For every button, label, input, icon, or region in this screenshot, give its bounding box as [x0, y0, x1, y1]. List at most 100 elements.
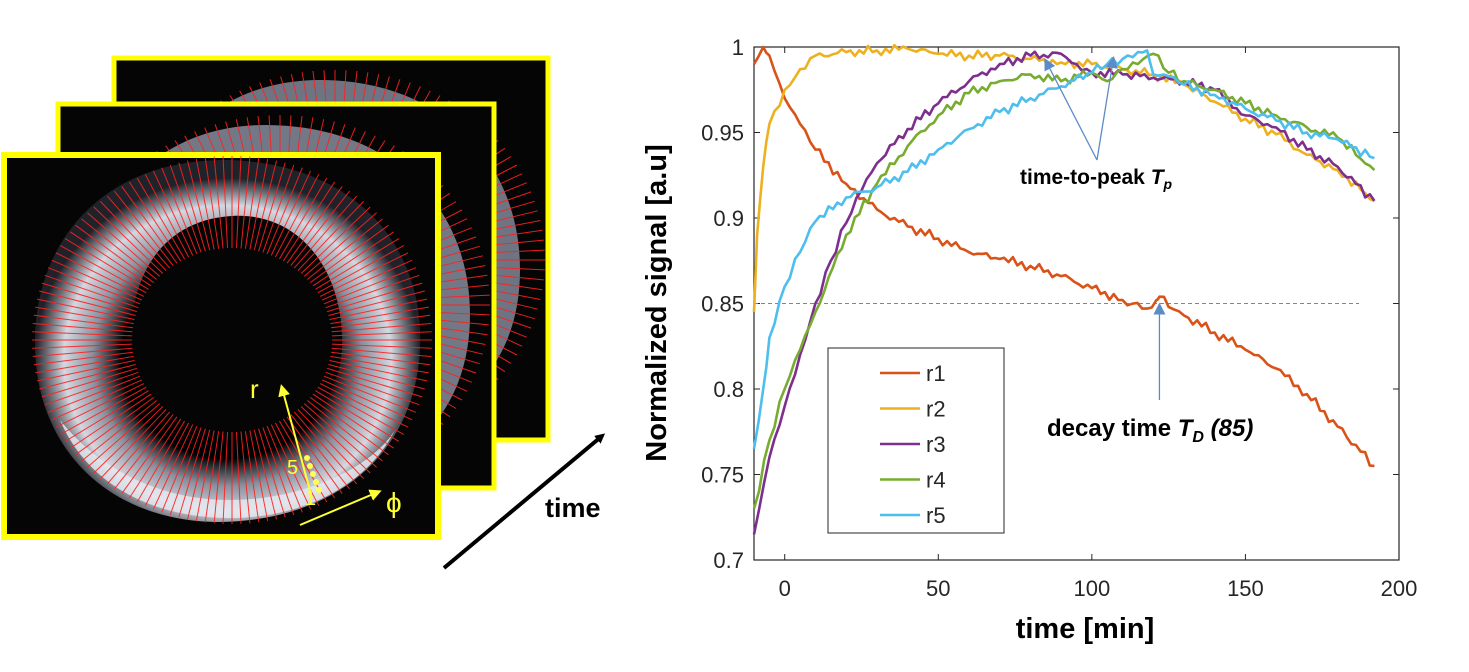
legend-label-r3: r3 [926, 432, 946, 457]
legend: r1 r2 r3 r4 r5 [827, 347, 1005, 534]
mri-stack: r ϕ 5 1 time [1, 55, 606, 570]
spoke-line [312, 393, 395, 449]
spoke-line [325, 274, 420, 309]
spoke-line [331, 331, 432, 337]
myocardium-ring [34, 159, 421, 522]
spoke-line [240, 156, 251, 249]
spoke-line [326, 367, 423, 398]
spoke-line [244, 157, 260, 249]
spoke-line [87, 403, 161, 468]
spoke-line [249, 158, 269, 250]
time-to-peak-arrow [1096, 56, 1118, 161]
spoke-line [222, 156, 228, 249]
spoke-line [204, 431, 220, 523]
spoke-line [266, 167, 303, 255]
spoke-line [286, 186, 343, 264]
spoke-line [297, 408, 364, 479]
spoke-line [306, 218, 383, 280]
spoke-line [204, 157, 220, 249]
spoke-line [290, 190, 350, 266]
spoke-line [249, 430, 269, 522]
spoke-line [106, 195, 171, 269]
spoke-line [331, 323, 432, 333]
y-tick-label: 0.75 [701, 463, 744, 488]
spoke-line [270, 170, 312, 256]
spoke-line [274, 173, 320, 258]
spoke-line [240, 431, 251, 524]
spoke-line [47, 375, 141, 413]
spoke-line [331, 347, 432, 357]
legend-label-r5: r5 [926, 503, 946, 528]
decay-time-label: decay time TD (85) [1047, 415, 1253, 446]
spoke-line [309, 396, 389, 456]
y-tick-label: 1 [732, 35, 744, 60]
time-to-peak-label: time-to-peak Tp [1020, 166, 1173, 192]
spoke-line [55, 252, 145, 297]
spoke-line [60, 245, 147, 294]
y-tick-label: 0.8 [713, 377, 744, 402]
spoke-line [312, 231, 395, 287]
spoke-line [35, 355, 134, 374]
spoke-line [321, 259, 413, 301]
spoke-line [330, 306, 429, 325]
spoke-line [39, 364, 136, 390]
spoke-line [51, 379, 143, 421]
spoke-line [128, 418, 182, 499]
spoke-line [64, 238, 149, 290]
spoke-line [33, 351, 133, 366]
spoke-line [44, 371, 139, 406]
spoke-line [114, 414, 174, 490]
spoke-line [64, 390, 149, 442]
spoke-line [331, 314, 431, 329]
spoke-line [33, 314, 133, 329]
spoke-line [75, 224, 155, 284]
spoke-line [36, 298, 135, 320]
x-tick-label: 0 [779, 576, 791, 601]
spoke-line [121, 186, 178, 264]
spoke-line [32, 347, 133, 357]
spoke-line [317, 386, 404, 435]
spoke-line [39, 290, 136, 316]
spoke-line [321, 379, 413, 421]
spoke-line [93, 206, 164, 274]
spoke-line [87, 212, 161, 277]
y-tick-label: 0.7 [713, 548, 744, 573]
spoke-line [81, 400, 158, 462]
spoke-line [178, 162, 206, 252]
time-to-peak-arrow [1044, 58, 1098, 161]
spoke-line [258, 162, 286, 252]
spoke-line [93, 406, 164, 474]
spoke-line [75, 396, 155, 456]
x-axis: 0 50 100 150 200 [779, 47, 1417, 601]
y-axis-label: Normalized signal [a.u] [641, 144, 673, 461]
r-axis-arrow [278, 384, 313, 499]
spoke-line [41, 282, 138, 313]
spoke-line [330, 355, 429, 374]
spoke-line [114, 190, 174, 266]
spoke-line [286, 416, 343, 494]
spoke-line [253, 160, 277, 251]
spoke-line [323, 267, 417, 305]
spoke-line [293, 411, 358, 485]
spoke-line [55, 383, 145, 428]
spoke-line [319, 252, 409, 297]
spoke-line [266, 425, 303, 513]
spoke-line [293, 195, 358, 269]
x-tick-label: 100 [1073, 576, 1110, 601]
spoke-line [331, 343, 432, 349]
y-tick-label: 0.85 [701, 292, 744, 317]
spoke-line [100, 408, 167, 479]
spoke-line [306, 400, 383, 462]
spoke-line [329, 360, 428, 382]
spoke-line [51, 259, 143, 301]
r-axis-label: r [250, 374, 259, 404]
legend-box [827, 347, 1005, 534]
legend-label-r4: r4 [926, 468, 946, 493]
spoke-line [282, 181, 336, 262]
spoke-line [297, 201, 364, 272]
spoke-line [178, 428, 206, 518]
spoke-line [253, 429, 277, 520]
spoke-line [32, 323, 133, 333]
phi-axis-arrow [299, 489, 382, 526]
